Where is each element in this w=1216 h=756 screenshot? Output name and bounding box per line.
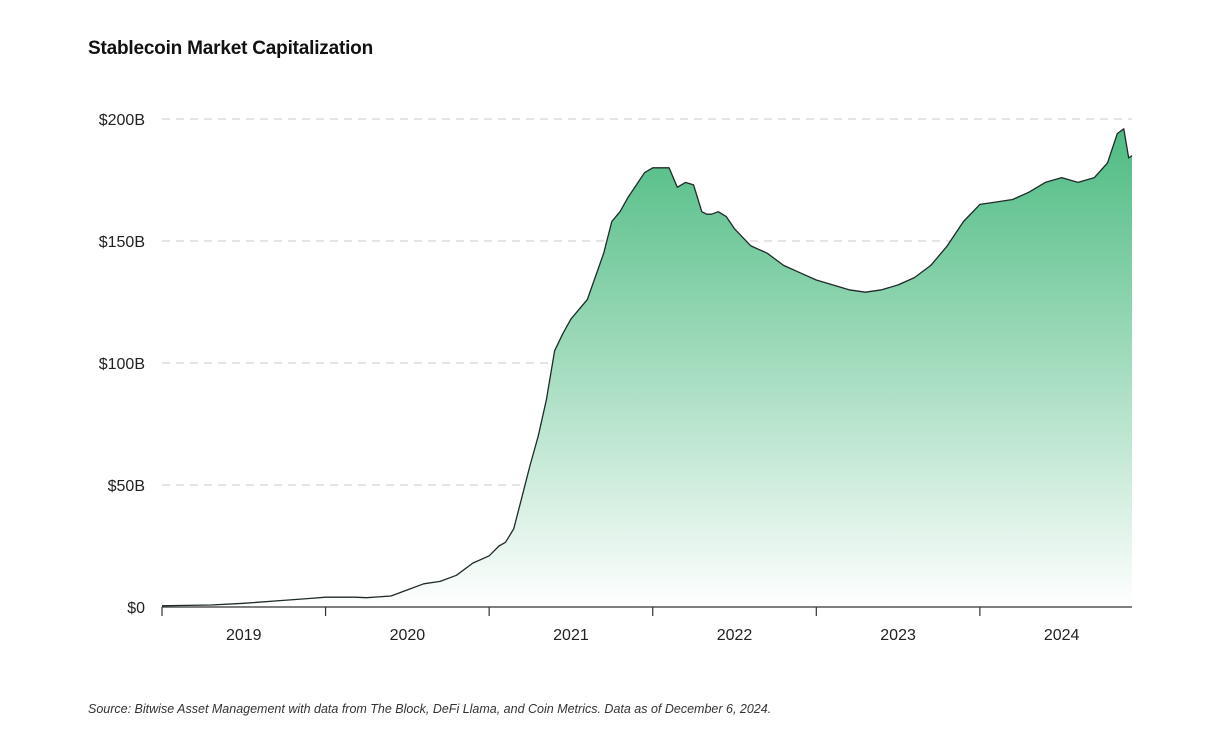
grid-lines xyxy=(162,118,1132,486)
y-tick-label: $100B xyxy=(99,356,145,373)
y-tick-label: $150B xyxy=(99,234,145,251)
y-axis-labels: $0 $50B $100B $150B $200B xyxy=(99,112,145,617)
area-fill xyxy=(162,128,1132,608)
x-axis: 2019 2020 2021 2022 2023 2024 xyxy=(161,606,1132,644)
y-tick-label: $200B xyxy=(99,112,145,129)
y-tick-label: $50B xyxy=(108,478,145,495)
x-tick-label: 2019 xyxy=(226,627,262,644)
source-note: Source: Bitwise Asset Management with da… xyxy=(88,702,772,716)
y-tick-label: $0 xyxy=(127,600,145,617)
chart-title: Stablecoin Market Capitalization xyxy=(88,38,373,59)
x-tick-label: 2020 xyxy=(390,627,426,644)
series-line xyxy=(161,128,1133,607)
x-tick-label: 2021 xyxy=(553,627,589,644)
x-tick-label: 2022 xyxy=(717,627,753,644)
x-tick-label: 2023 xyxy=(880,627,916,644)
x-tick-label: 2024 xyxy=(1044,627,1080,644)
